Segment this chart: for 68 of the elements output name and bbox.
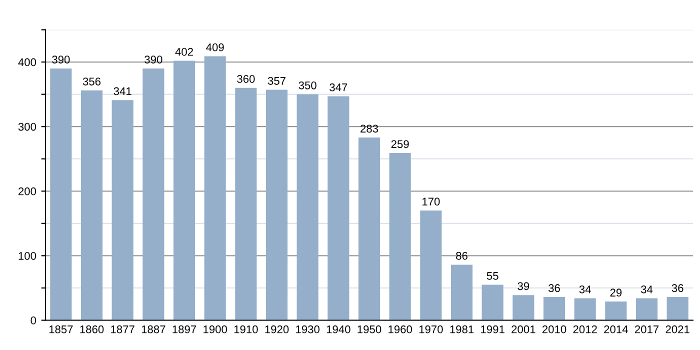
x-tick-label: 2021 xyxy=(666,325,690,334)
data-label: 390 xyxy=(52,56,70,64)
bar xyxy=(482,284,504,320)
data-label: 39 xyxy=(518,282,530,290)
data-label: 170 xyxy=(422,198,440,206)
x-tick-label: 1960 xyxy=(388,325,412,334)
bar xyxy=(636,298,658,320)
bar xyxy=(235,88,257,320)
y-tick-label: 400 xyxy=(18,58,36,66)
bar xyxy=(173,60,196,320)
data-label: 357 xyxy=(268,76,286,85)
data-label: 36 xyxy=(548,284,560,292)
bar xyxy=(296,94,318,320)
x-tick-label: 1857 xyxy=(49,325,73,334)
x-tick-label: 1950 xyxy=(358,325,382,334)
bar xyxy=(605,302,627,320)
bar xyxy=(358,138,380,320)
data-label: 283 xyxy=(360,124,378,133)
x-tick-label: 1991 xyxy=(481,325,504,334)
x-tick-label: 1940 xyxy=(326,325,350,334)
bar xyxy=(574,298,596,320)
x-tick-label: 1930 xyxy=(296,325,320,334)
bar xyxy=(204,56,226,320)
data-label: 259 xyxy=(391,140,409,148)
bar xyxy=(420,210,442,320)
bar xyxy=(450,264,473,320)
bar xyxy=(666,297,688,320)
x-tick-label: 2017 xyxy=(634,325,659,334)
bar xyxy=(389,153,411,320)
x-tick-label: 1860 xyxy=(80,325,104,334)
y-tick-label: 300 xyxy=(18,122,36,131)
data-label: 34 xyxy=(640,285,653,294)
data-label: 356 xyxy=(82,78,101,86)
data-label: 402 xyxy=(175,48,193,56)
x-tick-label: 1877 xyxy=(111,325,134,334)
x-tick-label: 2012 xyxy=(573,325,597,334)
y-tick-label: 100 xyxy=(18,252,36,260)
x-tick-label: 2014 xyxy=(604,325,628,334)
data-label: 390 xyxy=(144,56,162,64)
data-label: 409 xyxy=(206,43,224,52)
x-tick-label: 1897 xyxy=(172,325,196,334)
y-tick-label: 200 xyxy=(18,187,36,196)
x-tick-label: 2001 xyxy=(512,325,536,334)
bar xyxy=(543,297,566,320)
data-label: 55 xyxy=(486,272,498,280)
x-tick-label: 1900 xyxy=(204,325,228,334)
x-tick-label: 1920 xyxy=(265,325,289,334)
bar xyxy=(266,90,288,320)
data-label: 36 xyxy=(672,284,684,292)
data-label: 341 xyxy=(114,87,132,96)
x-tick-label: 2010 xyxy=(542,325,566,334)
x-tick-label: 1887 xyxy=(142,325,166,334)
bar xyxy=(142,68,164,320)
bar xyxy=(512,295,534,320)
data-label: 86 xyxy=(456,252,468,260)
data-label: 34 xyxy=(579,285,591,294)
x-tick-label: 1970 xyxy=(419,325,443,334)
x-tick-label: 1910 xyxy=(234,325,258,334)
data-label: 350 xyxy=(298,81,316,90)
data-label: 360 xyxy=(237,75,255,83)
bar xyxy=(80,90,103,320)
x-tick-label: 1981 xyxy=(450,325,474,334)
data-label: 29 xyxy=(610,288,622,297)
y-tick-label: 0 xyxy=(30,316,36,324)
bar xyxy=(328,96,350,320)
bar xyxy=(112,100,134,320)
data-label: 347 xyxy=(330,83,348,92)
bar xyxy=(50,68,72,320)
